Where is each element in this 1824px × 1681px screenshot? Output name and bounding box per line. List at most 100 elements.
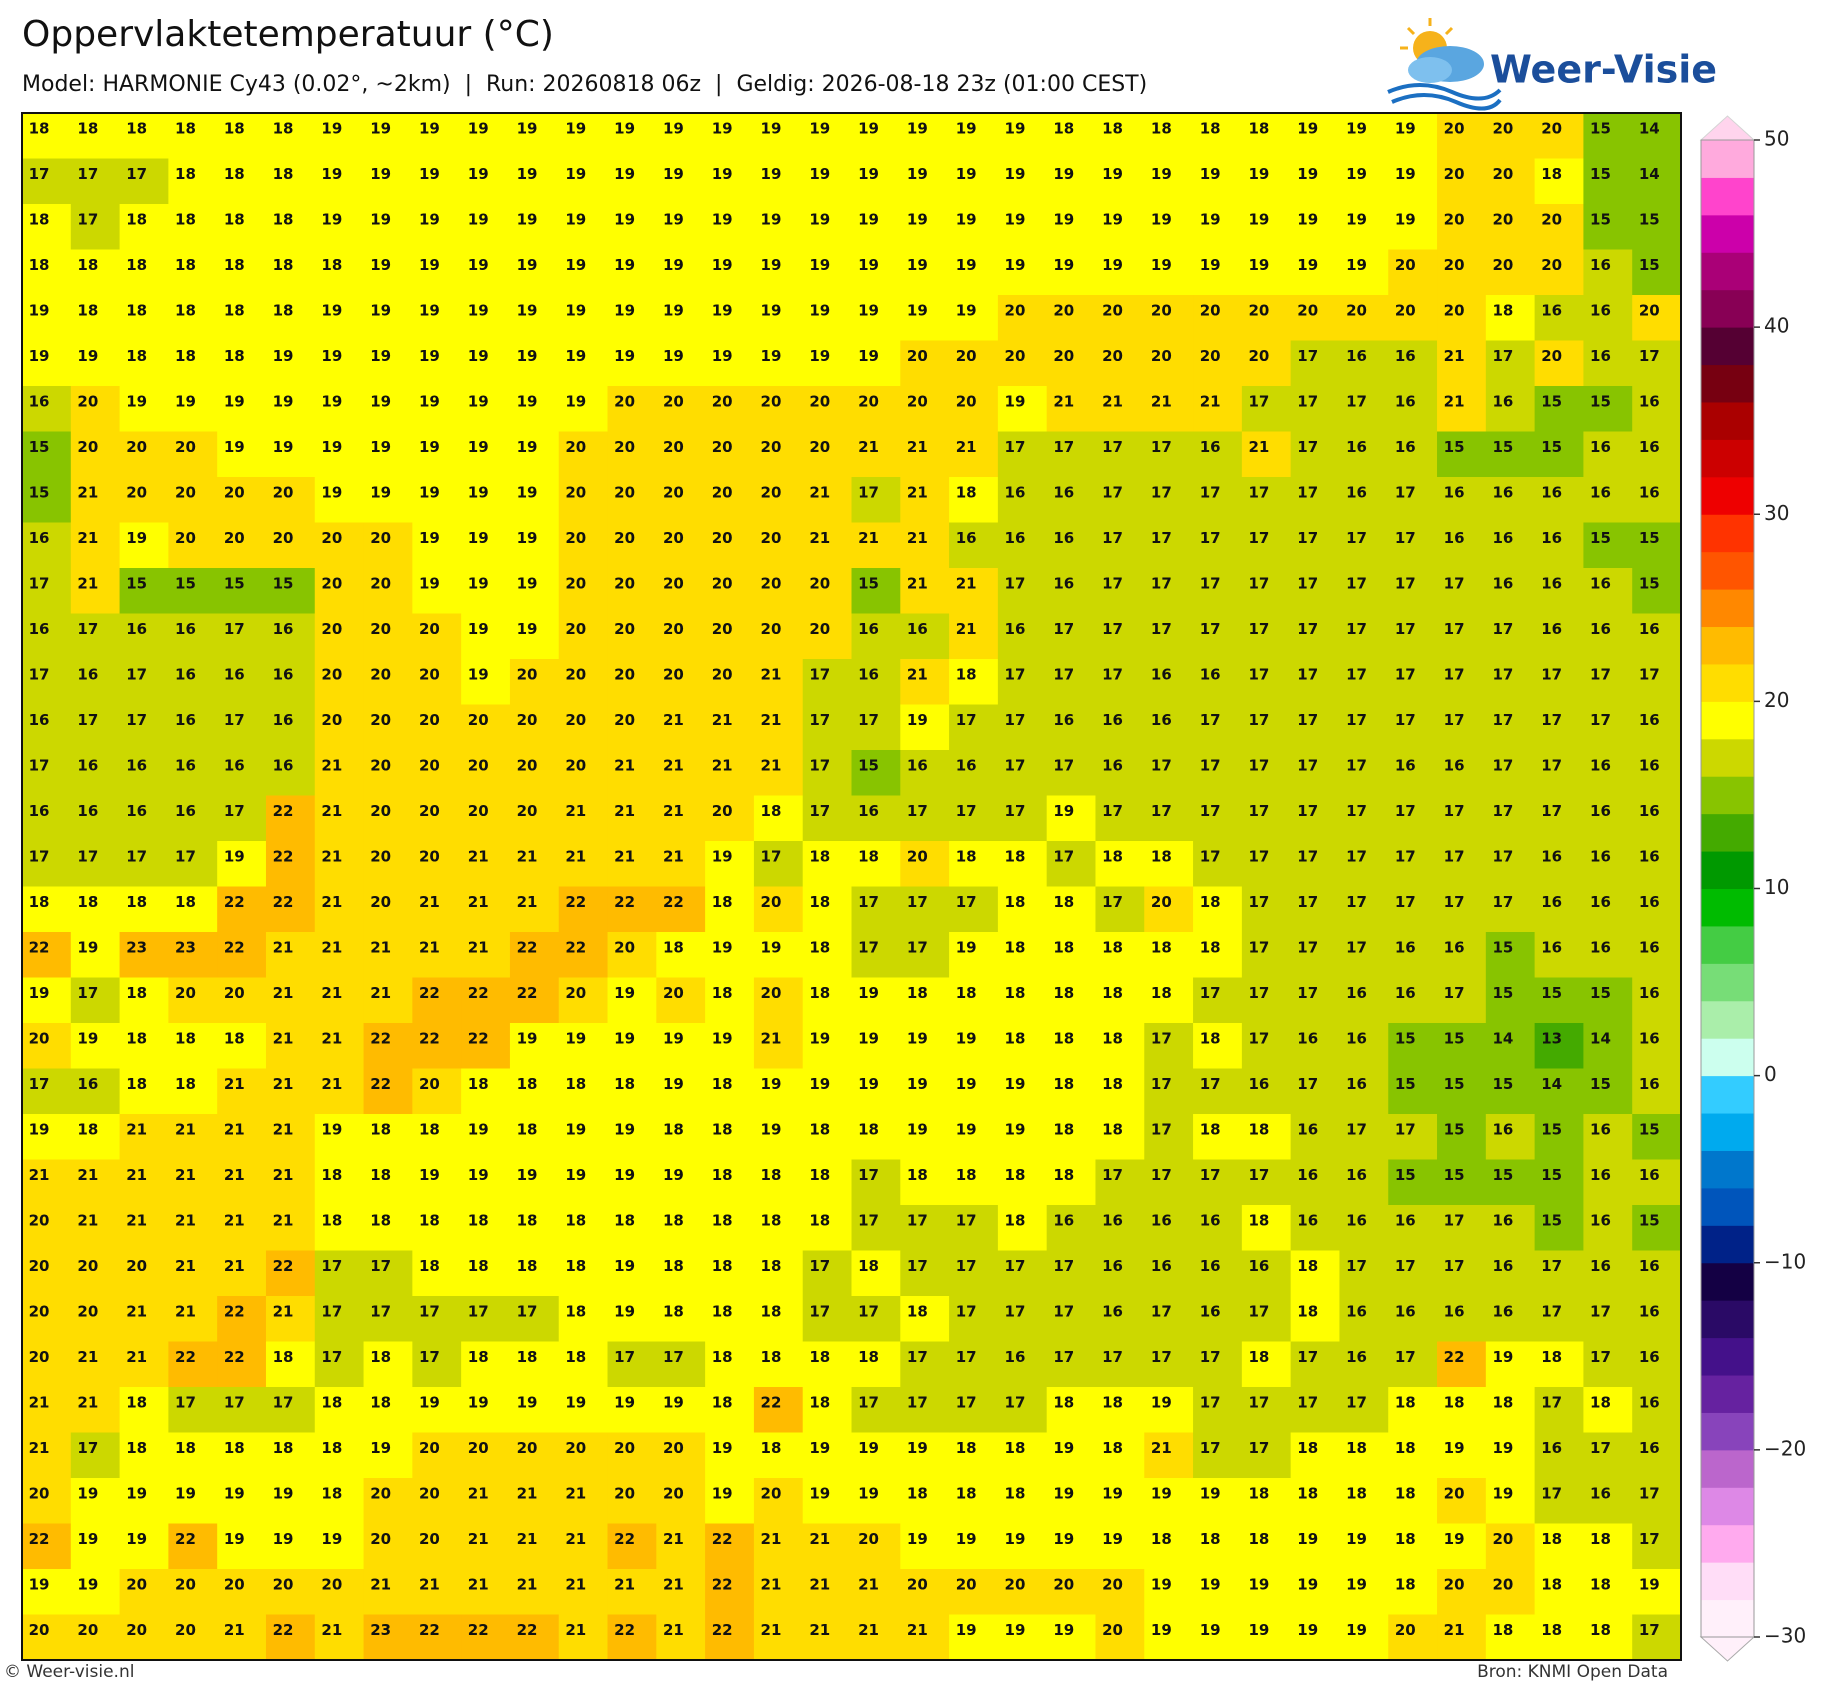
temperature-label: 21 bbox=[126, 1120, 147, 1138]
temperature-cell bbox=[22, 340, 72, 387]
temperature-cell bbox=[1290, 113, 1341, 160]
temperature-label: 19 bbox=[419, 1393, 440, 1411]
temperature-label: 20 bbox=[712, 802, 733, 820]
temperature-label: 16 bbox=[907, 756, 928, 774]
temperature-label: 16 bbox=[1639, 1029, 1660, 1047]
temperature-label: 18 bbox=[126, 984, 147, 1002]
temperature-cell bbox=[363, 1250, 413, 1297]
temperature-cell bbox=[22, 295, 72, 342]
temperature-label: 16 bbox=[1053, 574, 1074, 592]
temperature-label: 17 bbox=[1200, 1439, 1221, 1457]
temperature-cell bbox=[363, 1296, 413, 1343]
temperature-cell bbox=[1144, 568, 1194, 615]
temperature-label: 21 bbox=[761, 756, 782, 774]
temperature-label: 18 bbox=[175, 119, 196, 137]
temperature-cell bbox=[558, 158, 609, 205]
temperature-label: 18 bbox=[370, 1120, 391, 1138]
temperature-cell bbox=[753, 568, 804, 615]
temperature-cell bbox=[265, 1523, 316, 1570]
temperature-cell bbox=[412, 613, 462, 660]
temperature-cell bbox=[265, 1114, 316, 1161]
temperature-cell bbox=[119, 613, 169, 660]
temperature-cell bbox=[1193, 204, 1243, 251]
temperature-cell bbox=[1388, 522, 1438, 569]
temperature-cell bbox=[22, 1387, 72, 1434]
temperature-cell bbox=[705, 613, 755, 660]
temperature-label: 20 bbox=[321, 529, 342, 547]
temperature-cell bbox=[168, 1432, 218, 1479]
colorbar-segment bbox=[1701, 476, 1754, 515]
temperature-cell bbox=[1046, 386, 1097, 433]
temperature-label: 16 bbox=[273, 620, 294, 638]
temperature-cell bbox=[1193, 295, 1243, 342]
temperature-cell bbox=[509, 1296, 560, 1343]
temperature-cell bbox=[314, 932, 365, 979]
temperature-cell bbox=[753, 1523, 804, 1570]
temperature-label: 18 bbox=[126, 1029, 147, 1047]
temperature-cell bbox=[802, 1205, 853, 1252]
temperature-label: 20 bbox=[370, 756, 391, 774]
temperature-cell bbox=[314, 295, 365, 342]
colorbar-segment bbox=[1701, 327, 1754, 366]
temperature-cell bbox=[1632, 613, 1682, 660]
temperature-cell bbox=[1095, 1478, 1145, 1525]
temperature-label: 16 bbox=[1053, 529, 1074, 547]
temperature-cell bbox=[217, 249, 267, 296]
temperature-cell bbox=[1095, 932, 1145, 979]
temperature-label: 16 bbox=[1492, 1302, 1513, 1320]
temperature-cell bbox=[168, 1478, 218, 1525]
temperature-cell bbox=[1193, 1341, 1243, 1388]
temperature-label: 19 bbox=[419, 574, 440, 592]
temperature-label: 16 bbox=[1639, 1075, 1660, 1093]
temperature-cell bbox=[1583, 1341, 1633, 1388]
temperature-cell bbox=[1388, 795, 1438, 842]
temperature-cell bbox=[509, 477, 560, 524]
temperature-label: 16 bbox=[1444, 1302, 1465, 1320]
temperature-cell bbox=[119, 1159, 169, 1206]
temperature-label: 16 bbox=[1590, 1120, 1611, 1138]
temperature-label: 18 bbox=[1005, 1439, 1026, 1457]
temperature-cell bbox=[461, 704, 511, 751]
temperature-label: 21 bbox=[1102, 392, 1123, 410]
temperature-cell bbox=[265, 340, 316, 387]
temperature-label: 17 bbox=[1005, 802, 1026, 820]
temperature-cell bbox=[1583, 1250, 1633, 1297]
temperature-cell bbox=[1583, 886, 1633, 933]
temperature-label: 18 bbox=[1102, 847, 1123, 865]
temperature-label: 21 bbox=[370, 938, 391, 956]
temperature-cell bbox=[1193, 1068, 1243, 1115]
temperature-cell bbox=[1388, 477, 1438, 524]
temperature-cell bbox=[1290, 477, 1341, 524]
temperature-label: 17 bbox=[1151, 756, 1172, 774]
temperature-label: 19 bbox=[468, 438, 489, 456]
temperature-label: 16 bbox=[1639, 984, 1660, 1002]
temperature-label: 21 bbox=[614, 756, 635, 774]
temperature-cell bbox=[949, 841, 999, 888]
temperature-cell bbox=[802, 841, 853, 888]
temperature-cell bbox=[1241, 932, 1292, 979]
temperature-label: 19 bbox=[565, 256, 586, 274]
temperature-label: 17 bbox=[809, 665, 830, 683]
temperature-cell bbox=[802, 1341, 853, 1388]
temperature-cell bbox=[1632, 659, 1682, 706]
temperature-cell bbox=[1290, 1523, 1341, 1570]
temperature-label: 23 bbox=[175, 938, 196, 956]
temperature-cell bbox=[1388, 1250, 1438, 1297]
temperature-label: 21 bbox=[809, 483, 830, 501]
temperature-cell bbox=[265, 659, 316, 706]
temperature-cell bbox=[851, 1523, 901, 1570]
temperature-cell bbox=[1144, 795, 1194, 842]
temperature-label: 20 bbox=[956, 347, 977, 365]
temperature-cell bbox=[412, 886, 462, 933]
temperature-cell bbox=[900, 1523, 950, 1570]
temperature-cell bbox=[119, 295, 169, 342]
temperature-label: 16 bbox=[1200, 438, 1221, 456]
temperature-cell bbox=[607, 1387, 657, 1434]
temperature-cell bbox=[656, 841, 706, 888]
temperature-label: 20 bbox=[663, 1484, 684, 1502]
temperature-cell bbox=[22, 386, 72, 433]
temperature-cell bbox=[753, 204, 804, 251]
temperature-label: 21 bbox=[858, 1575, 879, 1593]
temperature-cell bbox=[168, 1387, 218, 1434]
temperature-cell bbox=[412, 113, 462, 160]
